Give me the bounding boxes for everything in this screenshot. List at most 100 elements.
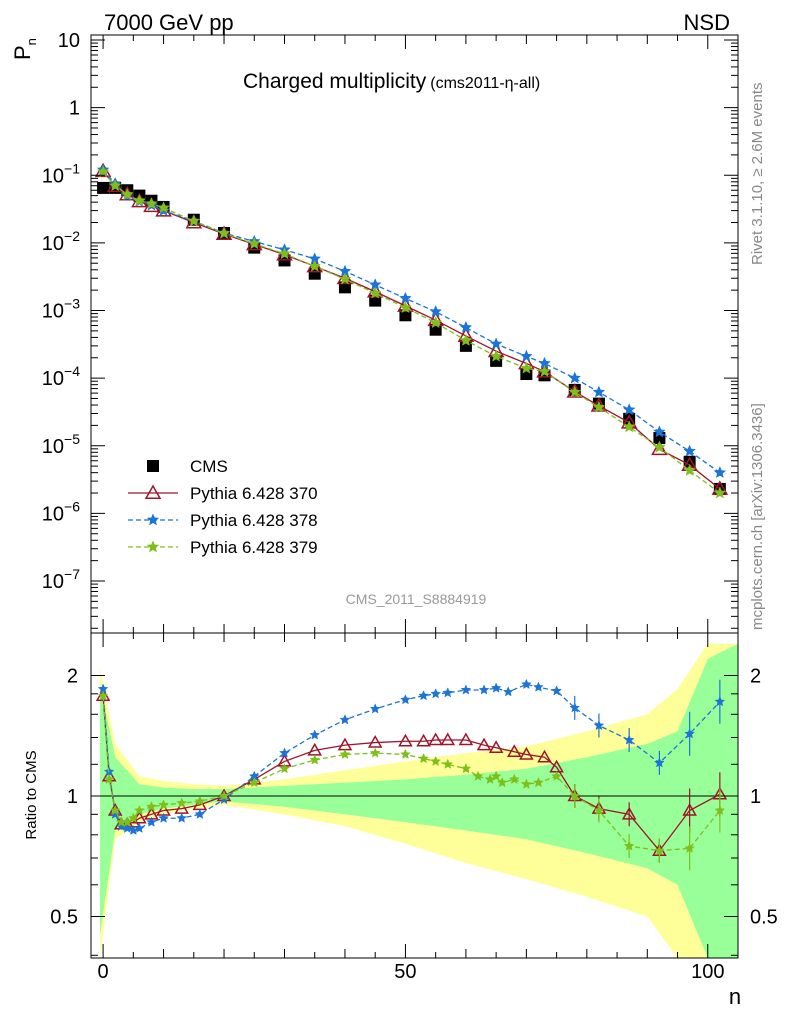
ratio-point-pythia-6-428-370 — [519, 746, 534, 760]
ratio-point-pythia-6-428-379 — [460, 763, 472, 774]
ratio-point-pythia-6-428-379 — [533, 776, 544, 788]
point-pythia-6-428-378 — [683, 444, 696, 457]
legend-marker-pythia-6-428-378 — [146, 513, 160, 526]
point-pythia-6-428-378 — [653, 425, 666, 438]
ratio-point-pythia-6-428-379 — [623, 840, 635, 851]
ratio-point-pythia-6-428-379 — [194, 795, 206, 806]
point-pythia-6-428-379 — [653, 440, 666, 453]
ratio-y-tick-label-right: 0.5 — [750, 907, 778, 929]
ratio-point-pythia-6-428-370 — [621, 806, 637, 820]
ratio-point-pythia-6-428-379 — [339, 748, 351, 760]
ratio-point-pythia-6-428-378 — [194, 808, 206, 819]
ratio-point-pythia-6-428-379 — [496, 776, 508, 788]
ratio-point-pythia-6-428-370 — [367, 735, 383, 748]
cms-point — [338, 281, 351, 294]
point-pythia-6-428-379 — [308, 259, 322, 272]
point-pythia-6-428-378 — [592, 385, 606, 398]
point-pythia-6-428-379 — [429, 316, 443, 329]
point-pythia-6-428-379 — [592, 400, 606, 413]
ratio-point-pythia-6-428-370 — [416, 733, 431, 747]
point-pythia-6-428-379 — [187, 214, 201, 227]
ratio-point-pythia-6-428-378 — [520, 678, 532, 690]
y-tick-label: 10−2 — [42, 228, 80, 255]
ratio-point-pythia-6-428-370 — [537, 749, 552, 763]
header-right: NSD — [684, 10, 730, 35]
ratio-point-pythia-6-428-379 — [279, 763, 290, 774]
point-pythia-6-428-379 — [278, 247, 291, 260]
point-pythia-6-428-378 — [622, 403, 636, 416]
point-pythia-6-428-370 — [185, 214, 203, 229]
point-pythia-6-428-378 — [713, 466, 727, 479]
point-pythia-6-428-379 — [145, 197, 158, 210]
ratio-y-tick-label-right: 2 — [750, 666, 761, 688]
y-tick-label: 10−7 — [42, 566, 80, 593]
y-tick-label: 10−3 — [42, 296, 80, 323]
point-pythia-6-428-379 — [683, 463, 696, 476]
ratio-point-pythia-6-428-379 — [653, 845, 665, 856]
ratio-point-pythia-6-428-378 — [309, 729, 321, 740]
point-pythia-6-428-379 — [622, 420, 636, 433]
rivet-note: Rivet 3.1.10, ≥ 2.6M events — [749, 83, 766, 266]
ratio-point-pythia-6-428-370 — [428, 732, 443, 746]
ratio-y-tick-label-right: 1 — [750, 786, 761, 808]
ratio-point-pythia-6-428-379 — [442, 758, 454, 769]
ratio-point-pythia-6-428-378 — [569, 702, 581, 713]
ratio-point-pythia-6-428-378 — [146, 816, 157, 827]
point-pythia-6-428-378 — [489, 337, 503, 350]
y-tick-label: 1 — [69, 98, 80, 120]
ratio-y-tick-label: 1 — [67, 786, 78, 808]
point-pythia-6-428-379 — [368, 286, 382, 299]
ratio-point-pythia-6-428-379 — [472, 770, 484, 781]
point-pythia-6-428-379 — [520, 361, 533, 374]
ratio-point-pythia-6-428-379 — [248, 776, 260, 788]
ratio-point-pythia-6-428-379 — [97, 690, 109, 701]
ratio-point-pythia-6-428-370 — [458, 732, 474, 746]
point-pythia-6-428-378 — [520, 349, 533, 362]
point-pythia-6-428-379 — [713, 486, 727, 499]
uncertainty-band-green — [100, 643, 739, 958]
point-pythia-6-428-379 — [489, 349, 503, 362]
ratio-point-pythia-6-428-378 — [684, 728, 696, 739]
ratio-point-pythia-6-428-379 — [418, 752, 429, 764]
cms-point — [97, 181, 110, 194]
ratio-point-pythia-6-428-379 — [176, 797, 188, 808]
ratio-point-pythia-6-428-379 — [593, 804, 605, 816]
ratio-point-pythia-6-428-378 — [369, 703, 381, 714]
ratio-y-tick-label: 2 — [67, 666, 78, 688]
ratio-point-pythia-6-428-379 — [109, 804, 121, 816]
ratio-point-pythia-6-428-378 — [623, 734, 635, 745]
y-tick-label: 10 — [58, 30, 80, 52]
ratio-point-pythia-6-428-379 — [369, 747, 381, 758]
ratio-point-pythia-6-428-379 — [309, 754, 321, 765]
ratio-point-pythia-6-428-378 — [551, 685, 563, 696]
ratio-point-pythia-6-428-378 — [714, 696, 726, 707]
ratio-y-tick-label: 0.5 — [50, 907, 78, 929]
top-plot-frame — [90, 34, 739, 634]
ratio-line-pythia-6-428-379 — [102, 695, 721, 852]
legend-marker-pythia-6-428-379 — [146, 540, 160, 553]
ratio-point-pythia-6-428-379 — [146, 801, 157, 812]
ratio-point-pythia-6-428-378 — [593, 719, 605, 731]
x-axis-label: n — [729, 984, 741, 1009]
point-pythia-6-428-370 — [397, 297, 414, 312]
ratio-point-pythia-6-428-378 — [502, 686, 514, 697]
y-tick-label: 10−5 — [42, 431, 80, 458]
ratio-point-pythia-6-428-379 — [684, 842, 696, 853]
mcplots-note: mcplots.cern.ch [arXiv:1306.3436] — [749, 403, 766, 630]
ratio-point-pythia-6-428-379 — [490, 770, 502, 781]
ratio-point-pythia-6-428-378 — [442, 687, 454, 698]
ratio-point-pythia-6-428-379 — [133, 804, 145, 816]
point-pythia-6-428-378 — [429, 305, 443, 318]
chart-subtitle: (cms2011-η-all) — [430, 75, 540, 92]
multiplicity-panel: 10 1 10−1 10−2 10−3 10−4 10−5 10−6 10−7 Charged … — [10, 30, 739, 634]
legend-label-pythia-6-428-370: Pythia 6.428 370 — [190, 484, 318, 503]
ratio-point-pythia-6-428-378 — [400, 694, 411, 705]
ratio-point-pythia-6-428-370 — [506, 744, 522, 757]
x-tick-label: 0 — [98, 961, 109, 983]
ratio-point-pythia-6-428-379 — [400, 748, 411, 760]
point-pythia-6-428-379 — [568, 385, 582, 398]
y-tick-label: 10−4 — [42, 363, 80, 390]
y-tick-label: 10−1 — [42, 160, 80, 187]
point-pythia-6-428-379 — [338, 272, 352, 285]
